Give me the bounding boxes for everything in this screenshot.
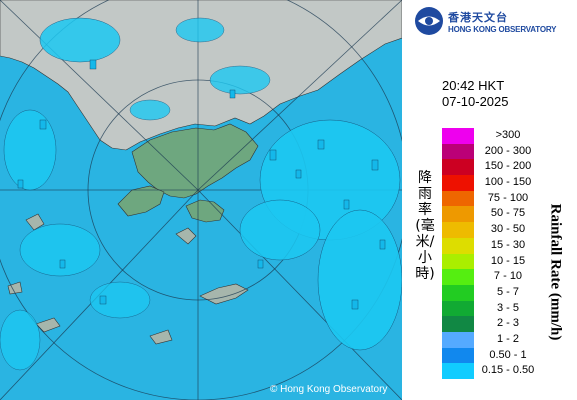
legend-row: 75 - 100 xyxy=(442,190,576,207)
legend-row: 1 - 2 xyxy=(442,331,576,348)
rain-echo-cell xyxy=(99,295,107,305)
legend-label: 30 - 50 xyxy=(490,223,526,236)
legend-row: >300 xyxy=(442,128,576,144)
legend-label: 150 - 200 xyxy=(484,160,532,173)
legend-label: 15 - 30 xyxy=(490,238,526,251)
radar-map-svg xyxy=(0,0,402,400)
spoke-ne xyxy=(197,0,402,191)
rain-echo xyxy=(175,17,225,43)
legend-row: 150 - 200 xyxy=(442,159,576,176)
legend-row: 30 - 50 xyxy=(442,222,576,238)
legend-swatch xyxy=(442,128,474,144)
timestamp-date: 07-10-2025 xyxy=(442,94,509,109)
rain-echo-speckles xyxy=(17,59,386,310)
rain-echo-cell xyxy=(295,169,302,179)
rain-echo-cell xyxy=(269,149,277,161)
legend-row: 15 - 30 xyxy=(442,237,576,254)
legend-swatch xyxy=(442,175,474,191)
legend-swatch xyxy=(442,190,474,207)
spoke-se xyxy=(197,189,402,400)
rain-echo xyxy=(317,209,402,351)
rain-echo xyxy=(3,109,57,191)
legend-row: 200 - 300 xyxy=(442,143,576,160)
legend-row: 3 - 5 xyxy=(442,300,576,317)
legend-label: 200 - 300 xyxy=(484,144,532,157)
legend-row: 50 - 75 xyxy=(442,206,576,223)
rain-echo xyxy=(129,99,171,121)
hko-logo: 香港天文台 HONG KONG OBSERVATORY xyxy=(414,6,574,36)
rain-echo-cell xyxy=(371,159,379,171)
legend-label: 0.50 - 1 xyxy=(489,348,527,361)
spoke-nw xyxy=(0,0,199,191)
legend-row: 10 - 15 xyxy=(442,253,576,270)
legend-swatch xyxy=(442,159,474,176)
rain-echo-cell xyxy=(17,179,24,189)
rain-echo xyxy=(239,199,321,261)
logo-text-en: HONG KONG OBSERVATORY xyxy=(448,25,557,34)
legend-swatch xyxy=(442,237,474,254)
rain-echo-cell xyxy=(379,239,386,250)
rain-echo-cell xyxy=(59,259,66,269)
rain-echo xyxy=(19,223,101,277)
legend-swatch xyxy=(442,363,474,379)
rain-echo xyxy=(39,17,121,63)
legend-swatch xyxy=(442,143,474,160)
legend-swatch xyxy=(442,316,474,332)
legend-row: 7 - 10 xyxy=(442,269,576,285)
legend-swatch xyxy=(442,331,474,348)
legend-title-cn: 降雨率(毫米/小時) xyxy=(415,170,435,282)
legend-label: 10 - 15 xyxy=(490,254,526,267)
legend-panel: 香港天文台 HONG KONG OBSERVATORY 20:42 HKT 07… xyxy=(402,0,577,400)
rain-echo-layer xyxy=(0,17,402,371)
legend-label: 50 - 75 xyxy=(490,207,526,220)
legend-label: >300 xyxy=(495,129,521,141)
legend-swatch xyxy=(442,347,474,364)
rain-echo xyxy=(89,281,151,319)
legend-row: 0.15 - 0.50 xyxy=(442,363,576,379)
rainfall-legend: >300 200 - 300 150 - 200 100 - 150 75 - 100 5… xyxy=(442,128,576,379)
rain-echo xyxy=(209,65,271,95)
copyright-text: © Hong Kong Observatory xyxy=(270,384,388,395)
hko-logo-icon xyxy=(415,7,443,35)
macau-island xyxy=(25,213,45,231)
legend-label: 3 - 5 xyxy=(496,301,519,314)
legend-row: 5 - 7 xyxy=(442,284,576,301)
legend-row: 2 - 3 xyxy=(442,316,576,332)
legend-label: 1 - 2 xyxy=(496,332,519,345)
lamma-island xyxy=(175,227,197,245)
legend-label: 5 - 7 xyxy=(496,285,519,298)
rain-echo-cell xyxy=(39,119,47,130)
radar-map: © Hong Kong Observatory xyxy=(0,0,402,400)
legend-label: 75 - 100 xyxy=(487,191,529,204)
timestamp-time: 20:42 HKT xyxy=(442,78,505,93)
rain-echo-cell xyxy=(229,89,236,99)
rain-echo-cell xyxy=(89,59,97,70)
legend-label: 2 - 3 xyxy=(496,317,519,330)
legend-swatch xyxy=(442,222,474,238)
legend-label: 100 - 150 xyxy=(484,176,532,189)
legend-swatch xyxy=(442,269,474,285)
rain-echo-cell xyxy=(343,199,350,210)
lantau-island xyxy=(117,185,165,217)
legend-swatch xyxy=(442,284,474,301)
legend-swatch xyxy=(442,253,474,270)
legend-swatch xyxy=(442,300,474,317)
logo-text-cn: 香港天文台 xyxy=(448,11,508,24)
legend-label: 0.15 - 0.50 xyxy=(481,364,535,377)
rain-echo xyxy=(0,309,41,371)
legend-swatch xyxy=(442,206,474,223)
rain-echo-cell xyxy=(257,259,264,269)
rain-echo-cell xyxy=(351,299,359,310)
legend-title-en: Rainfall Rate (mm/h) xyxy=(547,203,564,341)
legend-row: 100 - 150 xyxy=(442,175,576,191)
outlying-island-2 xyxy=(149,329,173,345)
rain-echo-cell xyxy=(317,139,325,150)
legend-row: 0.50 - 1 xyxy=(442,347,576,364)
legend-label: 7 - 10 xyxy=(493,270,523,283)
outlying-island-4 xyxy=(7,281,23,295)
